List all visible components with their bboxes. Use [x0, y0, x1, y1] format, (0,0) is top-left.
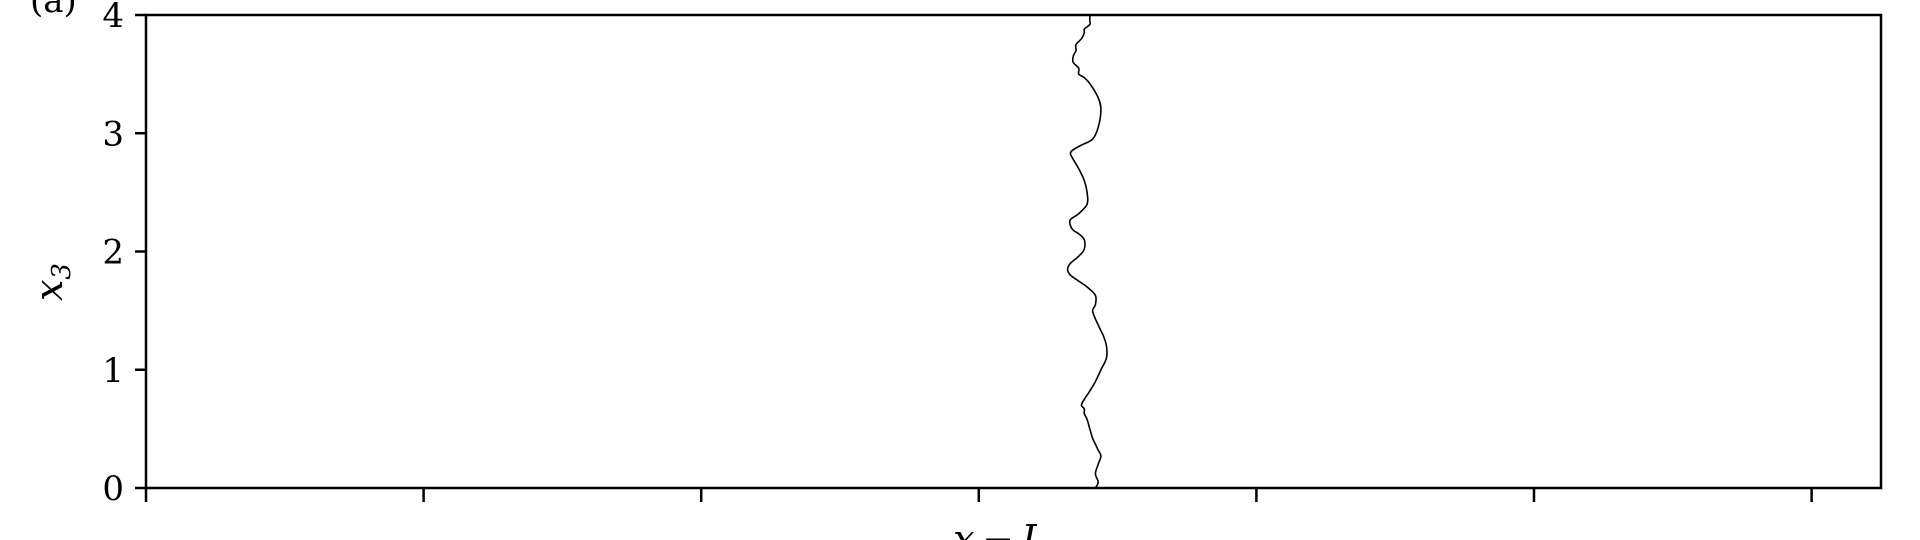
interface-curve [1066, 15, 1108, 489]
y-tick-label: 0 [102, 469, 124, 509]
panel-label: (a) [30, 0, 77, 21]
y-tick-label: 3 [102, 114, 124, 154]
x-axis [144, 488, 1813, 502]
y-tick-label: 4 [102, 0, 124, 36]
plot-frame [144, 13, 1883, 490]
y-tick-label: 1 [102, 351, 124, 391]
x-axis-label: x − L [953, 517, 1047, 540]
plot-area [1066, 15, 1108, 489]
y-axis-label: x3 [27, 263, 77, 301]
y-tick-label: 2 [102, 233, 124, 273]
y-axis-label-subscript: 3 [47, 263, 77, 280]
y-axis-label-main: x [27, 280, 71, 301]
y-axis: 0 1 2 3 4 [102, 0, 146, 509]
